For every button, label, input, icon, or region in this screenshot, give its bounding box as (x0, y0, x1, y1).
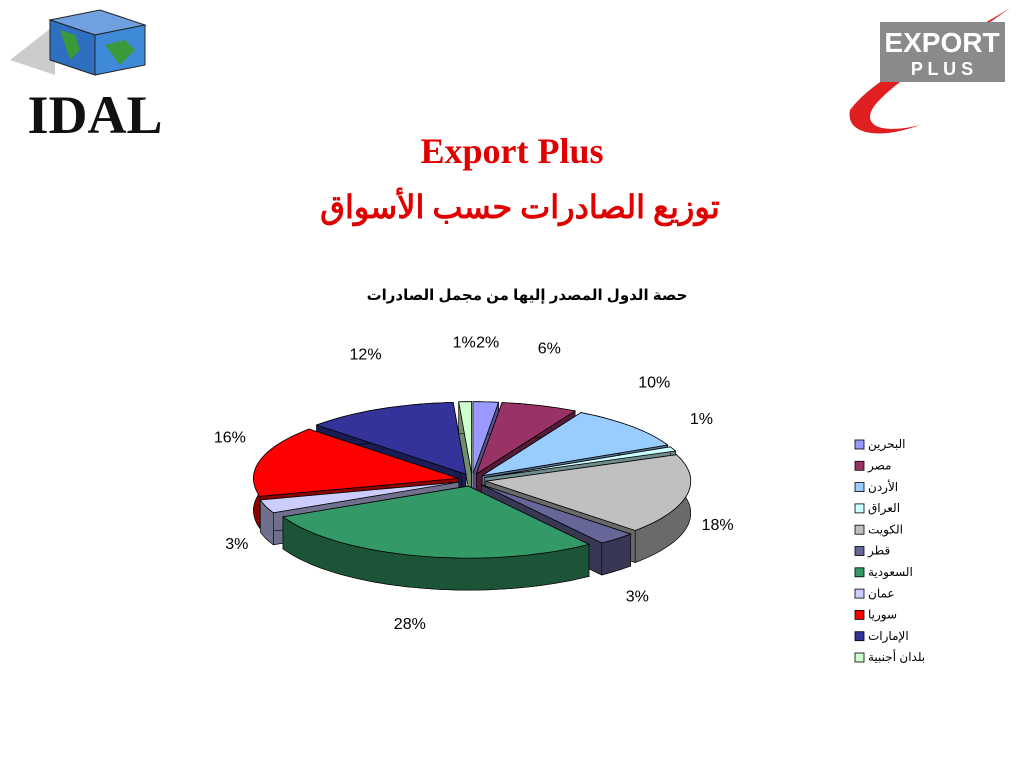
data-label: 1% (690, 411, 713, 428)
legend-swatch (854, 631, 865, 642)
slice-top (481, 484, 632, 544)
export-plus-logo: EXPORT P L U S (849, 8, 1010, 134)
data-label: 10% (638, 374, 670, 391)
legend-label: البحرين (868, 437, 905, 452)
legend-swatch (854, 503, 865, 514)
idal-logo: IDAL (10, 9, 163, 145)
legend-label: الإمارات (868, 629, 909, 644)
legend-label: الكويت (868, 522, 903, 537)
legend-swatch (854, 588, 865, 599)
data-label: 2% (476, 334, 499, 351)
legend-swatch (854, 610, 865, 620)
data-label: 6% (538, 340, 561, 357)
legend-swatch (854, 439, 865, 450)
slice-top (485, 454, 692, 531)
logo-text: IDAL (27, 85, 162, 145)
logo-text-bottom: P L U S (911, 59, 973, 79)
slide-subtitle: توزيع الصادرات حسب الأسواق (320, 186, 720, 227)
legend-swatch (854, 652, 865, 663)
slice-top (252, 428, 459, 497)
slice-top (315, 401, 467, 475)
legend-swatch (854, 460, 865, 471)
slice-top (259, 481, 459, 514)
legend-label: العراق (868, 501, 900, 516)
legend-swatch (854, 524, 865, 535)
chart-title: حصة الدول المصدر إليها من مجمل الصادرات (367, 287, 688, 304)
legend-label: السعودية (868, 565, 913, 580)
logo-box (880, 22, 1005, 82)
data-label: 16% (214, 430, 246, 447)
logo-shadow (10, 25, 55, 75)
slice-top (458, 401, 472, 474)
legend-label: مصر (867, 458, 891, 473)
slice-top (472, 401, 500, 474)
legend-label: سوريا (868, 608, 897, 623)
slice-top (475, 402, 577, 475)
logo-text-top: EXPORT (884, 27, 999, 58)
slide-title: Export Plus (420, 131, 603, 171)
slice (281, 485, 591, 591)
data-label: 1% (453, 334, 476, 351)
legend-label: عمان (868, 586, 895, 600)
slice-top (481, 412, 669, 477)
data-label: 3% (225, 536, 248, 553)
slice-top (281, 485, 591, 559)
data-label: 28% (394, 616, 426, 633)
data-label: 18% (702, 517, 734, 534)
legend-swatch (854, 546, 865, 556)
legend-label: بلدان أجنبية (868, 649, 925, 664)
legend-label: قطر (867, 544, 890, 559)
logo-swoosh (849, 8, 1010, 134)
data-label: 3% (626, 588, 649, 605)
logo-land (60, 30, 135, 65)
data-label: 12% (350, 346, 382, 363)
slice-top (484, 446, 677, 478)
legend-swatch (854, 482, 865, 493)
legend-swatch (854, 567, 865, 578)
legend-label: الأردن (868, 479, 898, 495)
